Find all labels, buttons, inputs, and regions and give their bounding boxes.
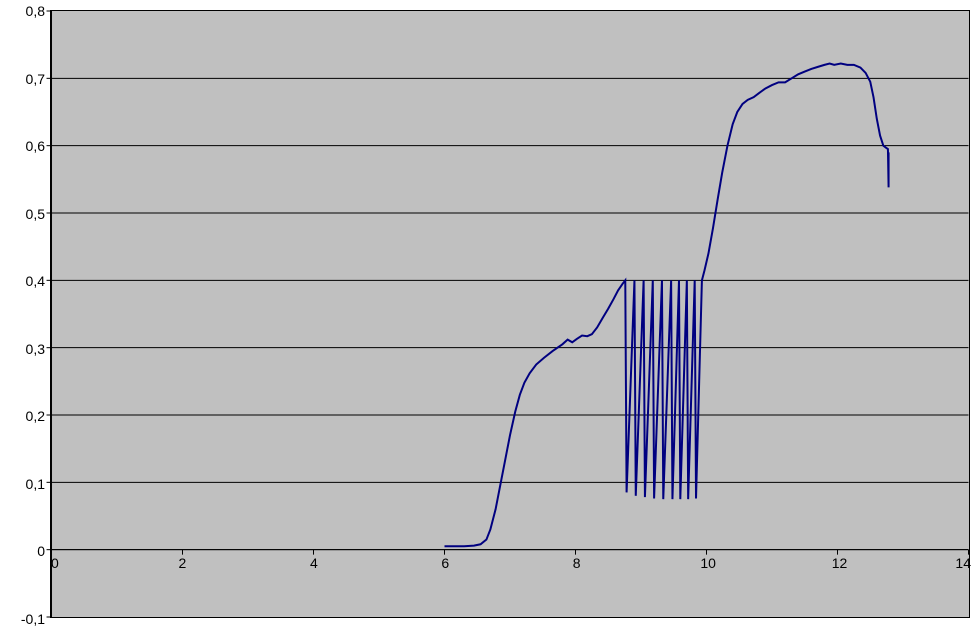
y-tick-label: 0,1	[26, 476, 45, 492]
y-tick-label: -0,1	[21, 611, 45, 627]
series-line	[445, 64, 889, 547]
y-tick-label: 0,3	[26, 341, 45, 357]
plot-area: -0,100,10,20,30,40,50,60,70,802468101214	[50, 10, 970, 618]
x-tick-label: 14	[955, 555, 971, 571]
y-tick-label: 0,5	[26, 206, 45, 222]
x-tick-label: 0	[51, 555, 59, 571]
y-tick-label: 0,2	[26, 408, 45, 424]
y-tick-label: 0,7	[26, 71, 45, 87]
x-tick-label: 6	[441, 555, 449, 571]
x-tick-label: 4	[310, 555, 318, 571]
x-tick-label: 10	[700, 555, 716, 571]
y-tick-label: 0,8	[26, 3, 45, 19]
x-tick-label: 8	[573, 555, 581, 571]
y-tick-label: 0	[37, 543, 45, 559]
y-tick-label: 0,4	[26, 273, 45, 289]
x-tick-label: 2	[179, 555, 187, 571]
x-tick-label: 12	[832, 555, 848, 571]
plot-svg	[51, 11, 969, 617]
chart-container: -0,1 0 0,1 0,2 0,3 0,4 0,5 0,6 0,7 0,8 0 2 4 6 8 10 12 14	[0, 0, 979, 639]
y-tick-label: 0,6	[26, 138, 45, 154]
